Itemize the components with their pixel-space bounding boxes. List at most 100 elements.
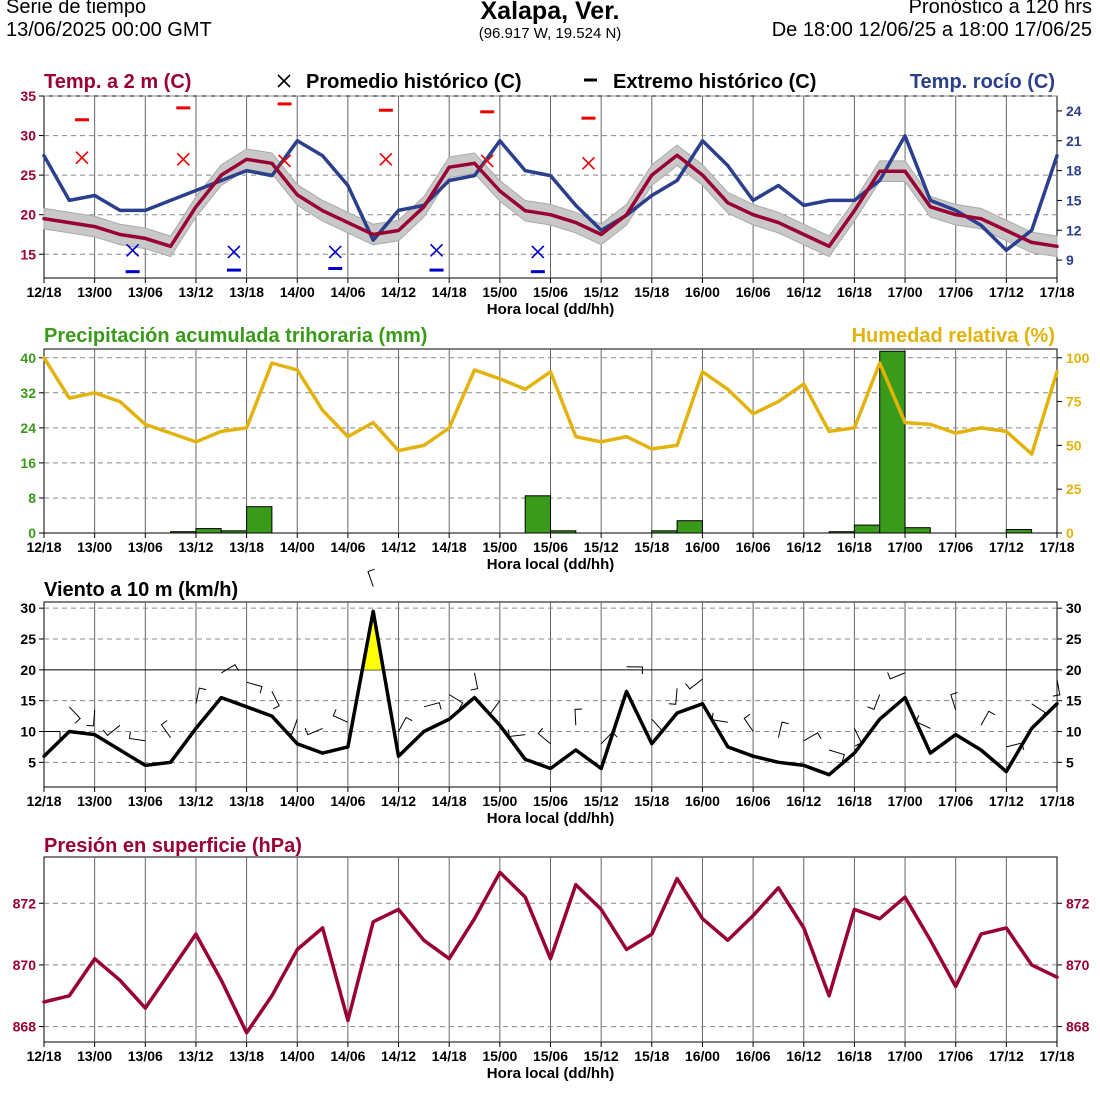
wind-y-tick-label-right: 25 <box>1066 631 1082 647</box>
wind-barb <box>398 716 413 732</box>
rh-y-tick-label: 25 <box>1066 481 1082 497</box>
temperature-line <box>42 153 1059 249</box>
precip-bar <box>904 527 931 534</box>
rh-y-tick-label: 75 <box>1066 394 1082 410</box>
x-tick-label: 15/06 <box>533 793 568 809</box>
x-tick-label: 13/18 <box>229 284 264 300</box>
x-tick-label: 13/12 <box>178 284 213 300</box>
wind-speed-line <box>42 609 1059 777</box>
wind-barb <box>448 694 464 710</box>
precip-bar <box>828 531 855 534</box>
x-tick-label: 15/18 <box>634 1048 669 1064</box>
init-time: 13/06/2025 00:00 GMT <box>6 19 212 41</box>
wind-barb <box>86 709 96 727</box>
wind-y-tick-label: 25 <box>20 631 36 647</box>
hist-avg-min-marker <box>429 243 444 257</box>
legend-ext-label: Extremo histórico (C) <box>613 71 816 93</box>
precip-bar <box>676 520 703 534</box>
x-tick-label: 14/06 <box>330 539 365 555</box>
wind-barb <box>867 694 881 711</box>
legend-avg-marker <box>277 74 291 88</box>
wind-barb <box>537 727 551 745</box>
place-name: Xalapa, Ver. <box>480 0 620 25</box>
relative-humidity-line <box>42 356 1059 456</box>
wind-barb <box>128 731 146 742</box>
x-tick-label: 14/06 <box>330 284 365 300</box>
wind-barb <box>743 713 754 732</box>
wind-barb <box>304 727 323 736</box>
x-tick-label: 14/00 <box>280 539 315 555</box>
wind-barb <box>68 706 81 724</box>
wind-y-tick-label: 20 <box>20 662 36 678</box>
x-tick-label: 13/18 <box>229 793 264 809</box>
x-tick-label: 16/00 <box>685 793 720 809</box>
x-tick-label: 17/00 <box>888 284 923 300</box>
wind-barb <box>271 691 280 710</box>
hist-avg-max-marker <box>480 154 494 168</box>
x-tick-label: 16/18 <box>837 284 872 300</box>
x-tick-label: 12/18 <box>26 539 61 555</box>
x-tick-label: 12/18 <box>26 284 61 300</box>
x-tick-label: 13/00 <box>77 793 112 809</box>
x-tick-label: 17/06 <box>938 793 973 809</box>
x-tick-label: 14/18 <box>432 793 467 809</box>
x-tick-label: 17/18 <box>1039 793 1074 809</box>
x-tick-label: 15/18 <box>634 539 669 555</box>
x-tick-label: 17/18 <box>1039 1048 1074 1064</box>
wind-y-tick-label-right: 5 <box>1066 754 1074 770</box>
precip-bar <box>220 530 248 534</box>
pressure-title: Presión en superficie (hPa) <box>44 835 302 857</box>
x-tick-label: 16/00 <box>685 284 720 300</box>
x-tick-label: 17/06 <box>938 284 973 300</box>
x-tick-label: 13/06 <box>128 284 163 300</box>
precip-y-tick-label: 0 <box>28 525 36 541</box>
temp-y-tick-label: 15 <box>20 246 36 262</box>
x-tick-label: 16/12 <box>786 1048 821 1064</box>
rh-y-tick-label: 0 <box>1066 525 1074 541</box>
wind-y-tick-label-right: 30 <box>1066 600 1082 616</box>
temp-y-tick-label: 20 <box>20 207 36 223</box>
x-tick-label: 15/18 <box>634 284 669 300</box>
precip-bar <box>550 530 577 534</box>
x-tick-label: 17/00 <box>888 539 923 555</box>
wind-barb <box>246 681 263 694</box>
x-tick-label: 17/18 <box>1039 539 1074 555</box>
x-tick-label: 16/00 <box>685 1048 720 1064</box>
hist-avg-min-marker <box>126 243 140 257</box>
x-tick-label: 13/06 <box>128 793 163 809</box>
hist-avg-min-marker <box>531 245 545 259</box>
wind-y-tick-label: 5 <box>28 754 36 770</box>
header-center: Xalapa, Ver. (96.917 W, 19.524 N) <box>350 0 750 42</box>
x-tick-label: 16/06 <box>736 539 771 555</box>
wind-y-tick-label-right: 10 <box>1066 724 1082 740</box>
dew-y-tick-label: 15 <box>1066 192 1082 208</box>
x-tick-label: 14/00 <box>280 1048 315 1064</box>
wind-barb <box>221 664 240 674</box>
x-tick-label: 15/12 <box>584 1048 619 1064</box>
wind-y-tick-label-right: 20 <box>1066 662 1082 678</box>
x-tick-label: 15/18 <box>634 793 669 809</box>
precip-y-tick-label: 16 <box>20 455 36 471</box>
wind-barb <box>950 692 958 711</box>
precip-y-tick-label: 24 <box>20 420 36 436</box>
pressure-y-tick-label-right: 872 <box>1066 895 1090 911</box>
wind-barb <box>668 688 678 705</box>
dew-y-tick-label: 12 <box>1066 222 1082 238</box>
temp-y-tick-label: 25 <box>20 167 36 183</box>
pressure-y-tick-label: 870 <box>13 957 37 973</box>
x-axis-label: Hora local (dd/hh) <box>487 301 615 318</box>
wind-barb <box>980 710 996 726</box>
x-tick-label: 15/12 <box>584 793 619 809</box>
x-tick-label: 16/06 <box>736 793 771 809</box>
x-tick-label: 16/00 <box>685 539 720 555</box>
x-tick-label: 17/00 <box>888 1048 923 1064</box>
forecast-period: De 18:00 12/06/25 a 18:00 17/06/25 <box>771 19 1092 41</box>
pressure-y-tick-label: 868 <box>13 1019 37 1035</box>
x-tick-label: 16/06 <box>736 1048 771 1064</box>
wind-barb <box>1052 679 1061 697</box>
wind-barb <box>44 731 61 739</box>
pressure-y-tick-label-right: 868 <box>1066 1019 1090 1035</box>
wind-barb <box>367 568 375 587</box>
x-tick-label: 16/12 <box>786 539 821 555</box>
